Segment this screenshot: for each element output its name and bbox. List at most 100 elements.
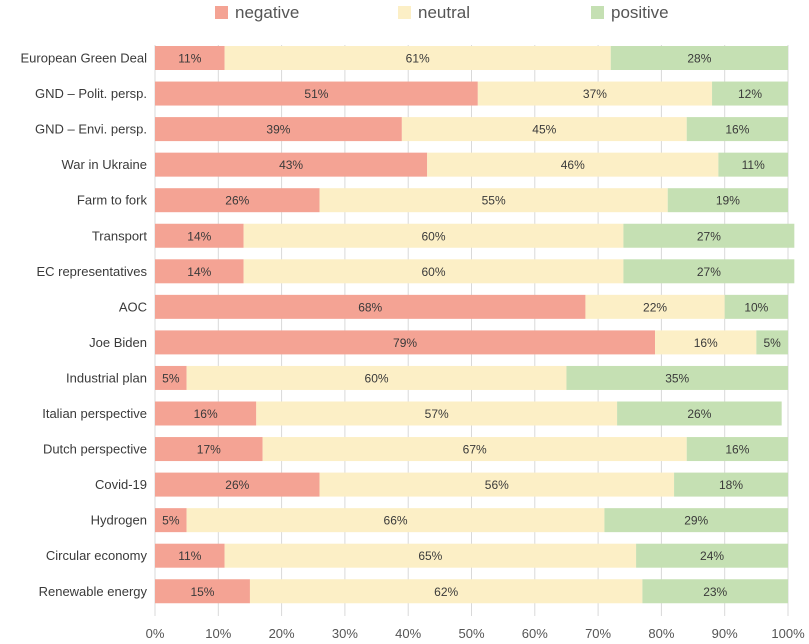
legend-label-negative: negative [235, 3, 299, 22]
data-label-neutral-war-in-ukraine: 46% [561, 158, 585, 172]
bar-negative-dutch-perspective [155, 437, 263, 462]
legend-swatch-negative [215, 6, 228, 19]
bar-negative-ec-representatives [155, 259, 244, 284]
data-label-neutral-joe-biden: 16% [694, 336, 718, 350]
legend-label-positive: positive [611, 3, 669, 22]
data-label-neutral-gnd-polit-persp: 37% [583, 87, 607, 101]
bar-neutral-aoc [585, 294, 725, 319]
bar-negative-industrial-plan [155, 365, 187, 390]
bar-positive-gnd-polit-persp [712, 81, 788, 106]
bar-neutral-ec-representatives [243, 259, 624, 284]
bar-negative-aoc [155, 294, 586, 319]
data-label-neutral-farm-to-fork: 55% [482, 194, 506, 208]
data-label-neutral-covid-19: 56% [485, 478, 509, 492]
bar-positive-aoc [724, 294, 788, 319]
category-label-dutch-perspective: Dutch perspective [43, 442, 147, 457]
bar-neutral-farm-to-fork [319, 188, 668, 213]
x-tick-label: 0% [146, 626, 165, 641]
data-label-positive-gnd-envi-persp: 16% [725, 123, 749, 137]
data-label-positive-covid-19: 18% [719, 478, 743, 492]
data-label-neutral-industrial-plan: 60% [365, 371, 389, 385]
category-label-italian-perspective: Italian perspective [42, 406, 147, 421]
data-label-negative-hydrogen: 5% [162, 514, 180, 528]
x-tick-label: 50% [458, 626, 484, 641]
data-label-neutral-transport: 60% [422, 229, 446, 243]
bar-positive-farm-to-fork [667, 188, 788, 213]
bar-neutral-dutch-perspective [262, 437, 687, 462]
data-label-negative-transport: 14% [187, 229, 211, 243]
bar-negative-joe-biden [155, 330, 656, 355]
data-label-positive-hydrogen: 29% [684, 514, 708, 528]
bar-positive-circular-economy [636, 543, 788, 568]
category-label-war-in-ukraine: War in Ukraine [62, 157, 147, 172]
data-label-positive-renewable-energy: 23% [703, 585, 727, 599]
data-label-neutral-circular-economy: 65% [418, 549, 442, 563]
data-label-positive-transport: 27% [697, 229, 721, 243]
data-label-negative-gnd-polit-persp: 51% [304, 87, 328, 101]
bar-neutral-gnd-envi-persp [401, 117, 687, 142]
bar-neutral-joe-biden [655, 330, 757, 355]
category-label-hydrogen: Hydrogen [91, 513, 147, 528]
data-label-positive-joe-biden: 5% [764, 336, 782, 350]
x-tick-label: 40% [395, 626, 421, 641]
legend-label-neutral: neutral [418, 3, 470, 22]
bar-neutral-covid-19 [319, 472, 675, 497]
bar-positive-gnd-envi-persp [686, 117, 788, 142]
bar-neutral-italian-perspective [256, 401, 618, 426]
x-tick-label: 60% [522, 626, 548, 641]
bar-neutral-transport [243, 223, 624, 248]
bar-positive-war-in-ukraine [718, 152, 788, 177]
data-label-negative-joe-biden: 79% [393, 336, 417, 350]
bar-neutral-war-in-ukraine [427, 152, 719, 177]
bar-positive-industrial-plan [566, 365, 788, 390]
data-label-positive-european-green-deal: 28% [687, 52, 711, 66]
data-label-negative-covid-19: 26% [225, 478, 249, 492]
data-label-negative-renewable-energy: 15% [190, 585, 214, 599]
data-label-positive-ec-representatives: 27% [697, 265, 721, 279]
data-label-negative-industrial-plan: 5% [162, 371, 180, 385]
bar-neutral-renewable-energy [249, 579, 643, 604]
data-label-neutral-aoc: 22% [643, 300, 667, 314]
data-label-negative-ec-representatives: 14% [187, 265, 211, 279]
bar-positive-european-green-deal [610, 46, 788, 70]
x-tick-label: 70% [585, 626, 611, 641]
bar-positive-ec-representatives [623, 259, 795, 284]
category-label-covid-19: Covid-19 [95, 477, 147, 492]
category-label-farm-to-fork: Farm to fork [77, 193, 148, 208]
category-label-renewable-energy: Renewable energy [39, 584, 148, 599]
category-label-transport: Transport [92, 228, 148, 243]
category-label-aoc: AOC [119, 299, 147, 314]
x-axis-tick-labels: 0% 10% 20% 30% 40% 50% 60% 70% 80% 90% 100% [146, 626, 805, 641]
data-label-neutral-gnd-envi-persp: 45% [532, 123, 556, 137]
category-label-circular-economy: Circular economy [46, 548, 148, 563]
data-label-positive-farm-to-fork: 19% [716, 194, 740, 208]
data-label-negative-gnd-envi-persp: 39% [266, 123, 290, 137]
category-label-european-green-deal: European Green Deal [21, 51, 148, 66]
category-label-industrial-plan: Industrial plan [66, 370, 147, 385]
bar-negative-hydrogen [155, 508, 187, 533]
bar-negative-gnd-polit-persp [155, 81, 478, 106]
data-labels: 11% 61% 28% 51% 37% 12% 39% 45% 16% 43% 46% 11% 26% 5… [162, 52, 781, 599]
x-tick-label: 100% [771, 626, 805, 641]
data-label-negative-farm-to-fork: 26% [225, 194, 249, 208]
data-label-negative-war-in-ukraine: 43% [279, 158, 303, 172]
x-tick-label: 20% [269, 626, 295, 641]
bar-negative-renewable-energy [155, 579, 250, 604]
x-tick-label: 10% [205, 626, 231, 641]
bar-neutral-hydrogen [186, 508, 605, 533]
bar-negative-european-green-deal [155, 46, 225, 70]
data-label-positive-aoc: 10% [744, 300, 768, 314]
bar-negative-war-in-ukraine [155, 152, 428, 177]
x-tick-label: 90% [712, 626, 738, 641]
bar-positive-joe-biden [756, 330, 788, 355]
category-label-ec-representatives: EC representatives [36, 264, 147, 279]
bar-negative-circular-economy [155, 543, 225, 568]
bar-negative-transport [155, 223, 244, 248]
legend: negative neutral positive [215, 3, 669, 22]
x-tick-label: 30% [332, 626, 358, 641]
data-label-neutral-ec-representatives: 60% [422, 265, 446, 279]
bars [155, 46, 795, 604]
bar-negative-farm-to-fork [155, 188, 320, 213]
bar-negative-italian-perspective [155, 401, 257, 426]
